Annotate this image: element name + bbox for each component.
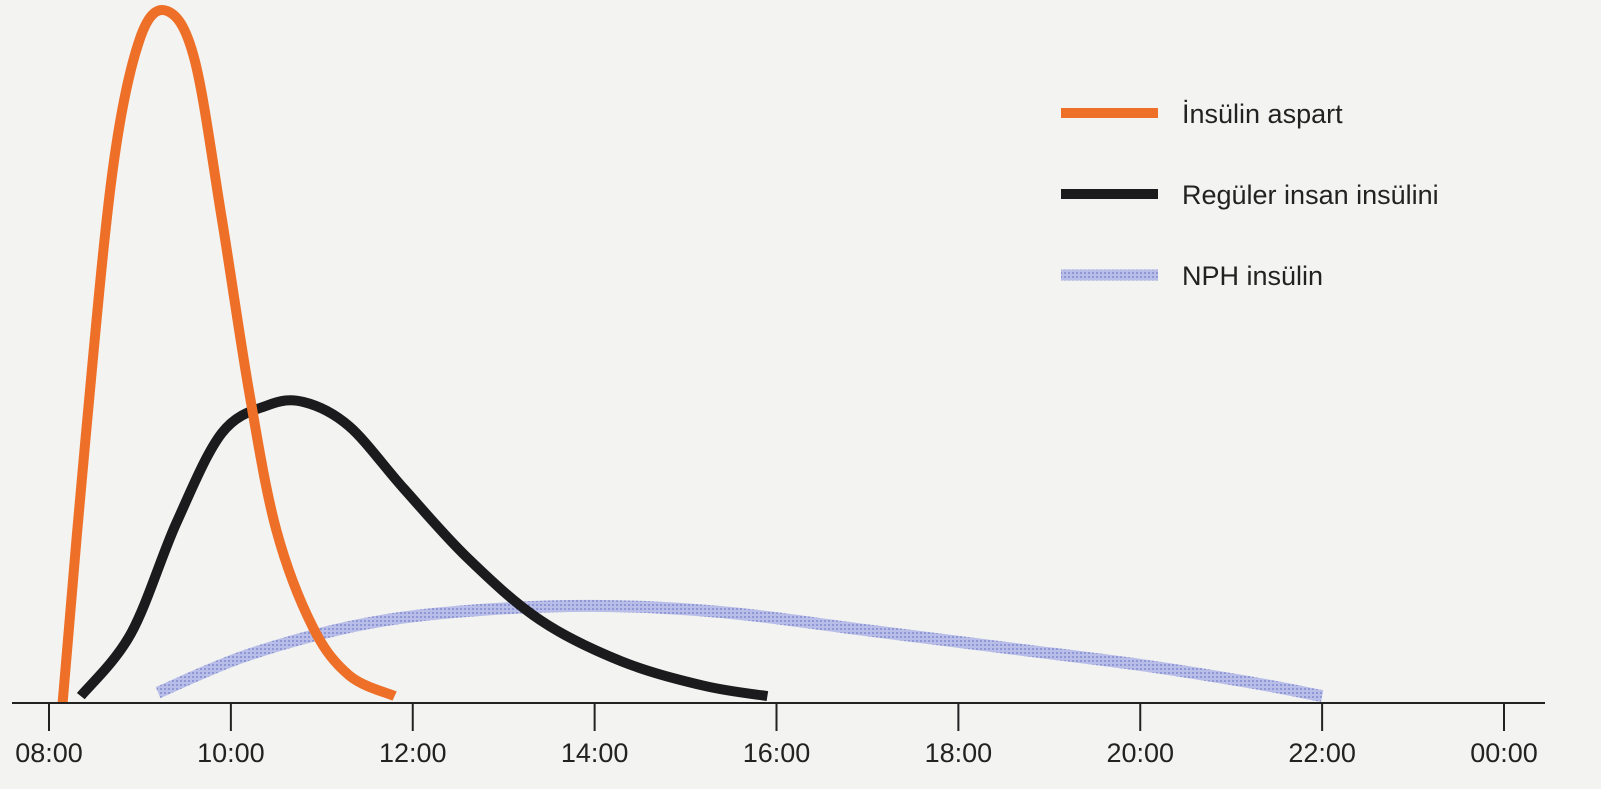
- x-tick-label: 14:00: [561, 738, 629, 768]
- legend-label-regular: Regüler insan insülini: [1182, 180, 1439, 210]
- series-line-nph: [155, 599, 1324, 702]
- x-tick-label: 18:00: [925, 738, 993, 768]
- x-tick-label: 08:00: [15, 738, 83, 768]
- x-tick-label: 00:00: [1470, 738, 1538, 768]
- legend-label-aspart: İnsülin aspart: [1182, 98, 1343, 129]
- series-line-regular: [76, 395, 769, 702]
- x-tick-label: 22:00: [1288, 738, 1356, 768]
- x-tick-label: 12:00: [379, 738, 447, 768]
- series-line-aspart: [57, 5, 397, 704]
- x-axis: 08:00 10:00 12:00 14:00 16:00 18:00 20:00 22:00…: [12, 702, 1545, 768]
- x-tick-label: 16:00: [743, 738, 811, 768]
- plot-area: [57, 5, 1324, 704]
- x-tick-label: 20:00: [1106, 738, 1174, 768]
- x-tick-label: 10:00: [197, 738, 265, 768]
- legend: İnsülin aspart Regüler insan insülini NPH …: [1061, 98, 1439, 291]
- legend-label-nph: NPH insülin: [1182, 261, 1323, 291]
